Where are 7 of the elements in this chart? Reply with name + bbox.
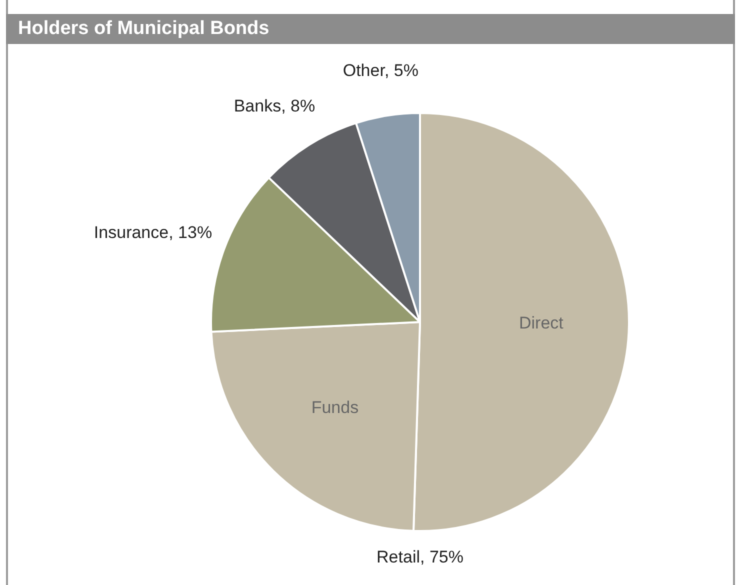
slice-label: Funds [311,398,359,418]
slice-label: Insurance, 13% [94,222,212,242]
slice-label: Other, 5% [342,60,418,80]
slice-label: Direct [519,314,564,333]
text: Retail, 75% [376,548,464,567]
slice-label: Banks, 8% [234,96,316,116]
chart-title: Holders of Municipal Bonds [6,14,735,44]
